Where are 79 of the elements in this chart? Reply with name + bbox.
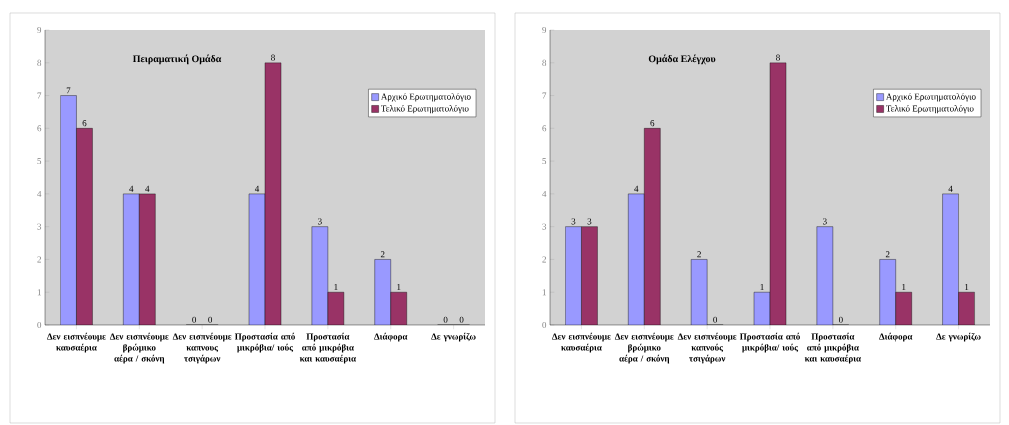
data-label: 3 <box>571 218 576 225</box>
bar <box>644 128 661 325</box>
bar <box>879 259 896 325</box>
x-tick-label: Δεν εισπνέουμε καυσαέρια <box>47 332 106 353</box>
data-label: 8 <box>776 54 780 61</box>
y-tick-label: 2 <box>37 256 41 263</box>
data-label: 0 <box>459 316 464 323</box>
x-tick-label: Δεν εισπνέουμε καυσαέρια <box>552 332 611 353</box>
data-label: 1 <box>760 284 764 291</box>
legend-label: Αρχικό Ερωτηματολόγιο <box>885 93 976 102</box>
y-tick-label: 2 <box>542 256 546 263</box>
y-tick-label: 0 <box>37 321 42 329</box>
bar <box>942 193 959 325</box>
x-tick-label: Προστασία από μικρόβια/ ιούς <box>739 332 800 353</box>
data-label: 3 <box>318 218 322 225</box>
data-label: 2 <box>380 251 385 258</box>
y-tick-label: 9 <box>37 26 42 34</box>
x-tick-label: Δεν εισπνέουμε καπνούς τσιγάρων <box>677 332 737 364</box>
x-tick-label: Προστασία από μικρόβια και καυσαέρια <box>804 332 861 364</box>
data-label: 3 <box>823 218 827 225</box>
y-tick-label: 7 <box>542 92 547 99</box>
y-tick-label: 6 <box>542 125 547 132</box>
x-tick-label: Προστασία από μικρόβια/ ιούς <box>234 332 295 353</box>
y-tick-label: 1 <box>542 289 546 296</box>
data-label: 4 <box>948 185 953 192</box>
bar <box>374 259 391 325</box>
y-tick-label: 8 <box>37 59 42 66</box>
data-label: 0 <box>208 316 213 323</box>
data-label: 2 <box>697 251 701 258</box>
legend-label: Τελικό Ερωτηματολόγιο <box>886 105 974 114</box>
x-tick-label: Προστασία από μικρόβια και καυσαέρια <box>299 332 356 364</box>
y-tick-label: 3 <box>37 223 42 230</box>
y-tick-label: 3 <box>542 223 547 230</box>
text: Πειραματική Ομάδα <box>132 54 222 65</box>
data-label: 6 <box>650 120 655 127</box>
data-label: 6 <box>82 120 87 127</box>
data-label: 1 <box>334 284 338 291</box>
y-tick-label: 9 <box>542 26 547 34</box>
data-label: 4 <box>254 185 260 192</box>
data-label: 4 <box>634 185 639 192</box>
bar <box>565 226 582 325</box>
data-label: 1 <box>902 284 906 291</box>
data-label: 4 <box>145 185 150 192</box>
x-tick-label: Δεν εισπνέουμε καπνους τσιγάρων <box>172 332 232 364</box>
bar <box>581 226 598 325</box>
x-tick-label: Διάφορα <box>879 332 913 342</box>
bar <box>628 193 645 325</box>
x-tick-label: Δε γνωρίζω <box>431 332 476 342</box>
data-label: 0 <box>192 316 197 323</box>
x-tick-label: Δεν εισπνέουμε βρώμικο αέρα / σκόνη <box>614 332 674 364</box>
data-label: 1 <box>397 284 401 291</box>
data-label: 7 <box>66 87 71 94</box>
bar <box>139 193 156 325</box>
data-label: 2 <box>885 251 890 258</box>
y-tick-label: 6 <box>37 125 42 132</box>
x-tick-label: Δε γνωρίζω <box>936 332 981 342</box>
y-tick-label: 5 <box>37 158 42 165</box>
data-label: 4 <box>129 185 134 192</box>
text: Ομάδα Ελέγχου <box>648 54 716 65</box>
data-label: 3 <box>587 218 592 225</box>
data-label: 0 <box>838 316 843 323</box>
y-tick-label: 7 <box>37 92 42 99</box>
bar <box>60 95 77 325</box>
x-tick-label: Διάφορα <box>374 332 408 342</box>
data-label: 0 <box>713 316 718 323</box>
y-tick-label: 0 <box>542 321 547 329</box>
data-label: 0 <box>443 316 448 323</box>
x-tick-label: Δεν εισπνέουμε βρώμικο αέρα / σκόνη <box>109 332 169 364</box>
bar <box>76 128 93 325</box>
y-tick-label: 4 <box>37 190 42 197</box>
legend-label: Τελικό Ερωτηματολόγιο <box>381 105 469 114</box>
data-label: 8 <box>271 54 275 61</box>
y-tick-label: 5 <box>542 158 547 165</box>
bar <box>123 193 140 325</box>
y-tick-label: 8 <box>542 59 547 66</box>
y-tick-label: 4 <box>542 190 547 197</box>
data-label: 1 <box>965 284 969 291</box>
y-tick-label: 1 <box>37 289 41 296</box>
legend-label: Αρχικό Ερωτηματολόγιο <box>380 93 471 102</box>
